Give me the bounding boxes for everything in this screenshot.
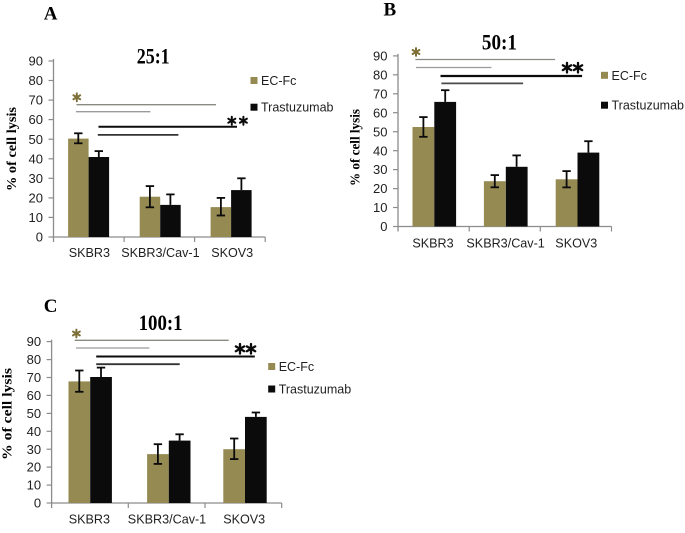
svg-text:40: 40 [373,143,387,158]
svg-text:% of cell lysis: % of cell lysis [348,108,363,186]
svg-text:30: 30 [373,162,387,177]
svg-text:Trastuzumab: Trastuzumab [279,383,352,397]
svg-text:40: 40 [29,151,43,166]
svg-text:90: 90 [29,54,43,69]
svg-text:SKBR3: SKBR3 [69,246,110,260]
svg-text:25:1: 25:1 [137,44,170,69]
svg-text:0: 0 [380,219,387,234]
svg-text:20: 20 [27,460,41,475]
svg-text:Trastuzumab: Trastuzumab [261,101,334,115]
svg-text:SKBR3/Cav-1: SKBR3/Cav-1 [466,237,544,251]
svg-text:SKBR3/Cav-1: SKBR3/Cav-1 [128,513,206,527]
svg-text:B: B [384,0,397,20]
svg-text:A: A [44,4,58,25]
svg-text:80: 80 [27,352,41,367]
svg-text:50: 50 [27,406,41,421]
svg-text:EC-Fc: EC-Fc [261,74,296,88]
svg-text:30: 30 [27,442,41,457]
svg-text:SKOV3: SKOV3 [211,246,253,260]
svg-text:SKOV3: SKOV3 [555,237,597,251]
svg-text:70: 70 [373,86,387,101]
svg-text:70: 70 [27,370,41,385]
svg-text:80: 80 [373,67,387,82]
svg-text:20: 20 [373,181,387,196]
svg-text:10: 10 [373,200,387,215]
svg-text:90: 90 [373,49,387,64]
svg-text:60: 60 [29,112,43,127]
svg-text:C: C [44,296,58,317]
svg-text:50: 50 [373,124,387,139]
svg-text:0: 0 [34,496,41,511]
svg-text:10: 10 [27,478,41,493]
svg-text:70: 70 [29,93,43,108]
svg-text:50:1: 50:1 [482,30,517,55]
svg-text:SKBR3: SKBR3 [69,513,110,527]
svg-text:80: 80 [29,73,43,88]
svg-text:SKBR3: SKBR3 [412,237,453,251]
svg-text:10: 10 [29,210,43,225]
svg-text:SKOV3: SKOV3 [223,513,265,527]
svg-text:% of cell lysis: % of cell lysis [0,367,15,460]
svg-text:30: 30 [29,171,43,186]
svg-text:60: 60 [27,388,41,403]
svg-text:60: 60 [373,105,387,120]
svg-text:100:1: 100:1 [139,310,183,335]
svg-text:40: 40 [27,424,41,439]
svg-text:90: 90 [27,334,41,349]
svg-text:SKBR3/Cav-1: SKBR3/Cav-1 [121,246,199,260]
svg-text:20: 20 [29,191,43,206]
svg-text:EC-Fc: EC-Fc [612,69,647,83]
svg-text:50: 50 [29,132,43,147]
svg-text:0: 0 [36,230,43,245]
svg-text:EC-Fc: EC-Fc [279,360,314,374]
svg-text:Trastuzumab: Trastuzumab [612,99,685,113]
svg-text:% of cell lysis: % of cell lysis [5,106,20,191]
